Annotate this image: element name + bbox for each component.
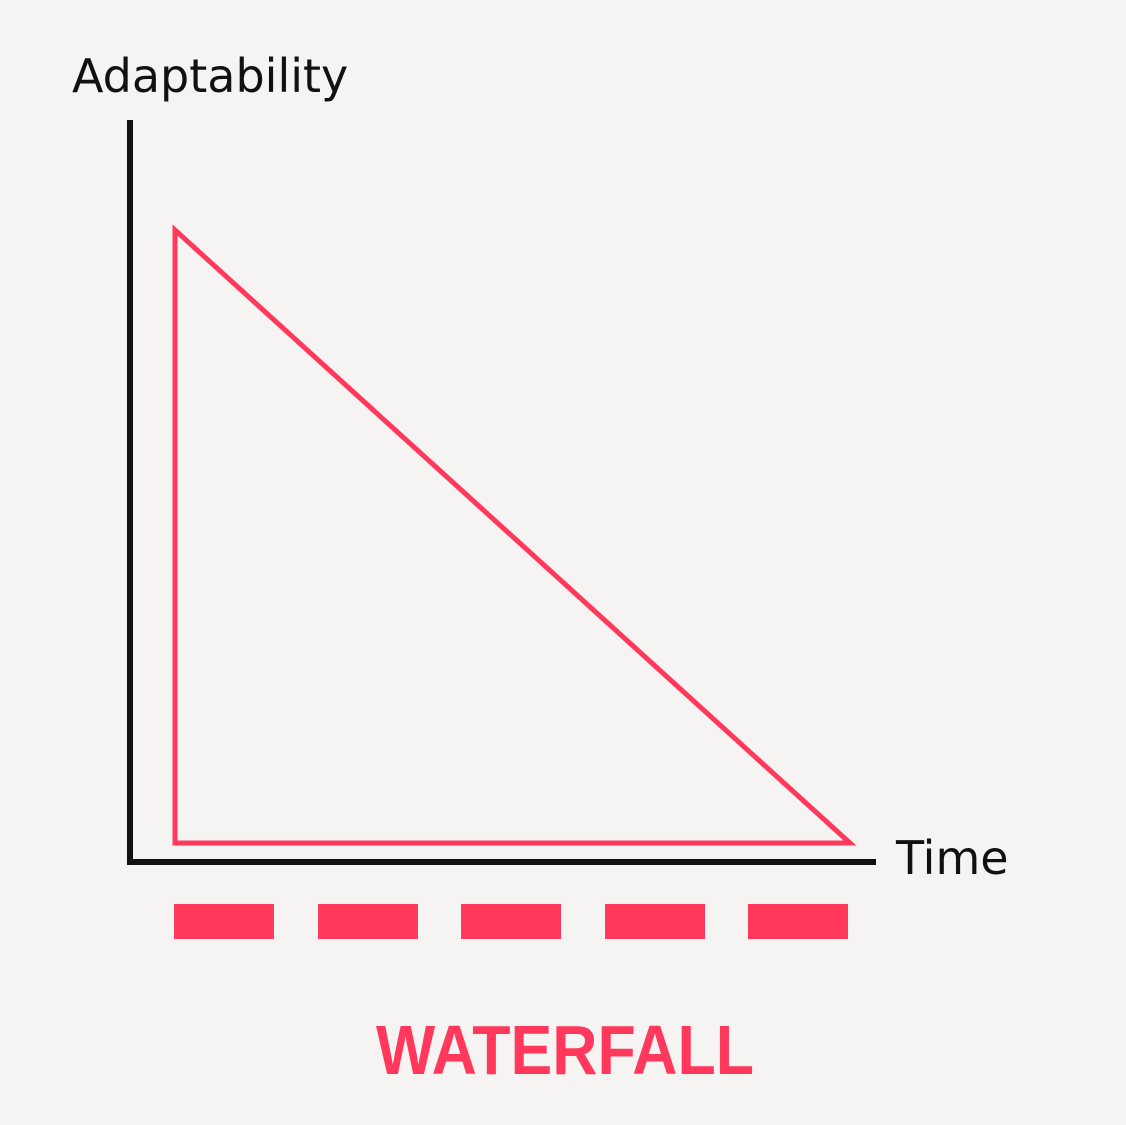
axes <box>127 120 876 865</box>
y-axis-label: Adaptability <box>72 49 348 103</box>
phase-block <box>174 904 274 939</box>
phase-block <box>605 904 705 939</box>
phase-block <box>461 904 561 939</box>
adaptability-triangle <box>172 224 857 846</box>
phase-block <box>318 904 418 939</box>
phase-block <box>748 904 848 939</box>
phase-blocks <box>174 904 848 939</box>
waterfall-caption: WATERFALL <box>376 1011 754 1089</box>
x-axis-label: Time <box>895 831 1009 885</box>
